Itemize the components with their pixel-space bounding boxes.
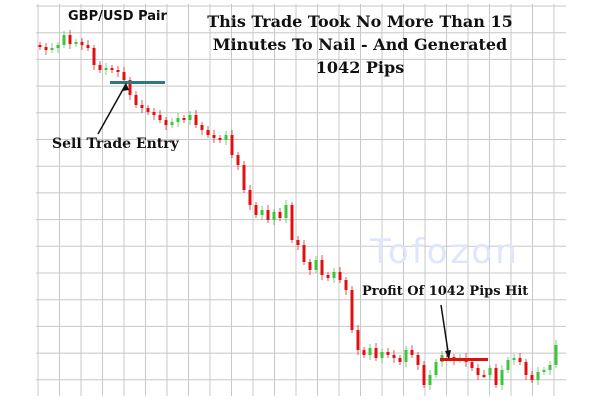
profit-arrowhead bbox=[445, 350, 451, 359]
candle-bearish bbox=[122, 72, 126, 80]
candle-bearish bbox=[410, 350, 414, 355]
candle-bullish bbox=[380, 352, 384, 358]
candle-bearish bbox=[296, 240, 300, 245]
candle-bearish bbox=[212, 135, 216, 138]
candle-bullish bbox=[404, 350, 408, 362]
candle-bearish bbox=[344, 280, 348, 290]
candle-bearish bbox=[392, 355, 396, 358]
candle-bullish bbox=[50, 48, 54, 50]
candle-bullish bbox=[314, 260, 318, 270]
candle-bearish bbox=[356, 330, 360, 350]
candle-bearish bbox=[254, 205, 258, 215]
candle-bearish bbox=[152, 112, 156, 115]
candle-bearish bbox=[98, 65, 102, 70]
candle-bullish bbox=[506, 360, 510, 370]
candle-bearish bbox=[416, 355, 420, 365]
candle-bullish bbox=[260, 210, 264, 215]
candle-bearish bbox=[92, 48, 96, 65]
candle-bullish bbox=[548, 365, 552, 370]
title-line-2: Minutes To Nail - And Generated bbox=[212, 35, 508, 54]
candle-bearish bbox=[200, 125, 204, 130]
candle-bullish bbox=[170, 122, 174, 125]
candle-bearish bbox=[422, 365, 426, 385]
candle-bearish bbox=[290, 205, 294, 240]
entry-line bbox=[110, 81, 165, 84]
candle-bullish bbox=[554, 345, 558, 365]
entry-annotation: Sell Trade Entry bbox=[52, 136, 179, 152]
candle-bullish bbox=[434, 362, 438, 375]
candle-bearish bbox=[242, 165, 246, 190]
profit-arrow bbox=[440, 304, 450, 359]
candle-bearish bbox=[362, 350, 366, 355]
chart-title: This Trade Took No More Than 15 Minutes … bbox=[195, 10, 525, 79]
candle-bullish bbox=[332, 272, 336, 278]
candle-bearish bbox=[116, 70, 120, 72]
candle-bearish bbox=[80, 42, 84, 45]
candle-bearish bbox=[524, 362, 528, 375]
candle-bullish bbox=[176, 118, 180, 122]
candle-bullish bbox=[428, 375, 432, 385]
candle-bullish bbox=[56, 45, 60, 48]
candle-bullish bbox=[62, 35, 66, 45]
candle-bearish bbox=[530, 375, 534, 380]
candle-bearish bbox=[236, 155, 240, 165]
candle-bullish bbox=[542, 370, 546, 372]
candle-bearish bbox=[158, 115, 162, 120]
candle-bullish bbox=[272, 212, 276, 220]
candle-bearish bbox=[146, 108, 150, 112]
candle-bullish bbox=[488, 368, 492, 375]
candle-bearish bbox=[518, 358, 522, 362]
candle-bullish bbox=[500, 370, 504, 385]
candle-bearish bbox=[68, 35, 72, 44]
title-line-3: 1042 Pips bbox=[315, 58, 405, 77]
pair-label: GBP/USD Pair bbox=[68, 9, 167, 24]
candle-bearish bbox=[164, 120, 168, 125]
candle-bearish bbox=[470, 362, 474, 368]
candle-bearish bbox=[182, 118, 186, 120]
candle-bearish bbox=[266, 210, 270, 220]
candle-bearish bbox=[494, 368, 498, 385]
watermark: Tofozon bbox=[370, 232, 520, 272]
candle-bearish bbox=[350, 290, 354, 330]
candle-bearish bbox=[44, 47, 48, 50]
candle-bearish bbox=[302, 245, 306, 262]
candle-bullish bbox=[104, 68, 108, 70]
candle-bearish bbox=[278, 212, 282, 218]
candle-bearish bbox=[218, 138, 222, 140]
candle-bullish bbox=[188, 115, 192, 120]
candle-bearish bbox=[482, 375, 486, 377]
candle-bearish bbox=[386, 352, 390, 355]
title-line-1: This Trade Took No More Than 15 bbox=[207, 12, 513, 31]
candle-bearish bbox=[320, 260, 324, 275]
candle-bearish bbox=[110, 68, 114, 70]
target-line bbox=[440, 358, 488, 361]
candle-bearish bbox=[248, 190, 252, 205]
candle-bullish bbox=[224, 135, 228, 140]
candle-bearish bbox=[308, 262, 312, 270]
candle-bearish bbox=[398, 358, 402, 362]
candle-bullish bbox=[284, 205, 288, 218]
profit-annotation: Profit Of 1042 Pips Hit bbox=[362, 284, 529, 299]
candle-bearish bbox=[38, 45, 42, 47]
candle-bearish bbox=[206, 130, 210, 135]
entry-arrow bbox=[97, 83, 127, 135]
candle-bearish bbox=[374, 348, 378, 358]
candle-bearish bbox=[194, 115, 198, 125]
candle-bearish bbox=[476, 368, 480, 375]
candle-bullish bbox=[536, 372, 540, 380]
candle-bearish bbox=[140, 105, 144, 108]
candle-bearish bbox=[338, 272, 342, 280]
candle-bullish bbox=[74, 42, 78, 44]
candle-bearish bbox=[134, 95, 138, 105]
candle-bearish bbox=[128, 80, 132, 95]
candle-bearish bbox=[326, 275, 330, 278]
candle-bullish bbox=[512, 358, 516, 360]
entry-arrowhead bbox=[122, 83, 129, 91]
candle-bearish bbox=[230, 135, 234, 155]
candle-bullish bbox=[368, 348, 372, 355]
candle-bearish bbox=[86, 45, 90, 48]
